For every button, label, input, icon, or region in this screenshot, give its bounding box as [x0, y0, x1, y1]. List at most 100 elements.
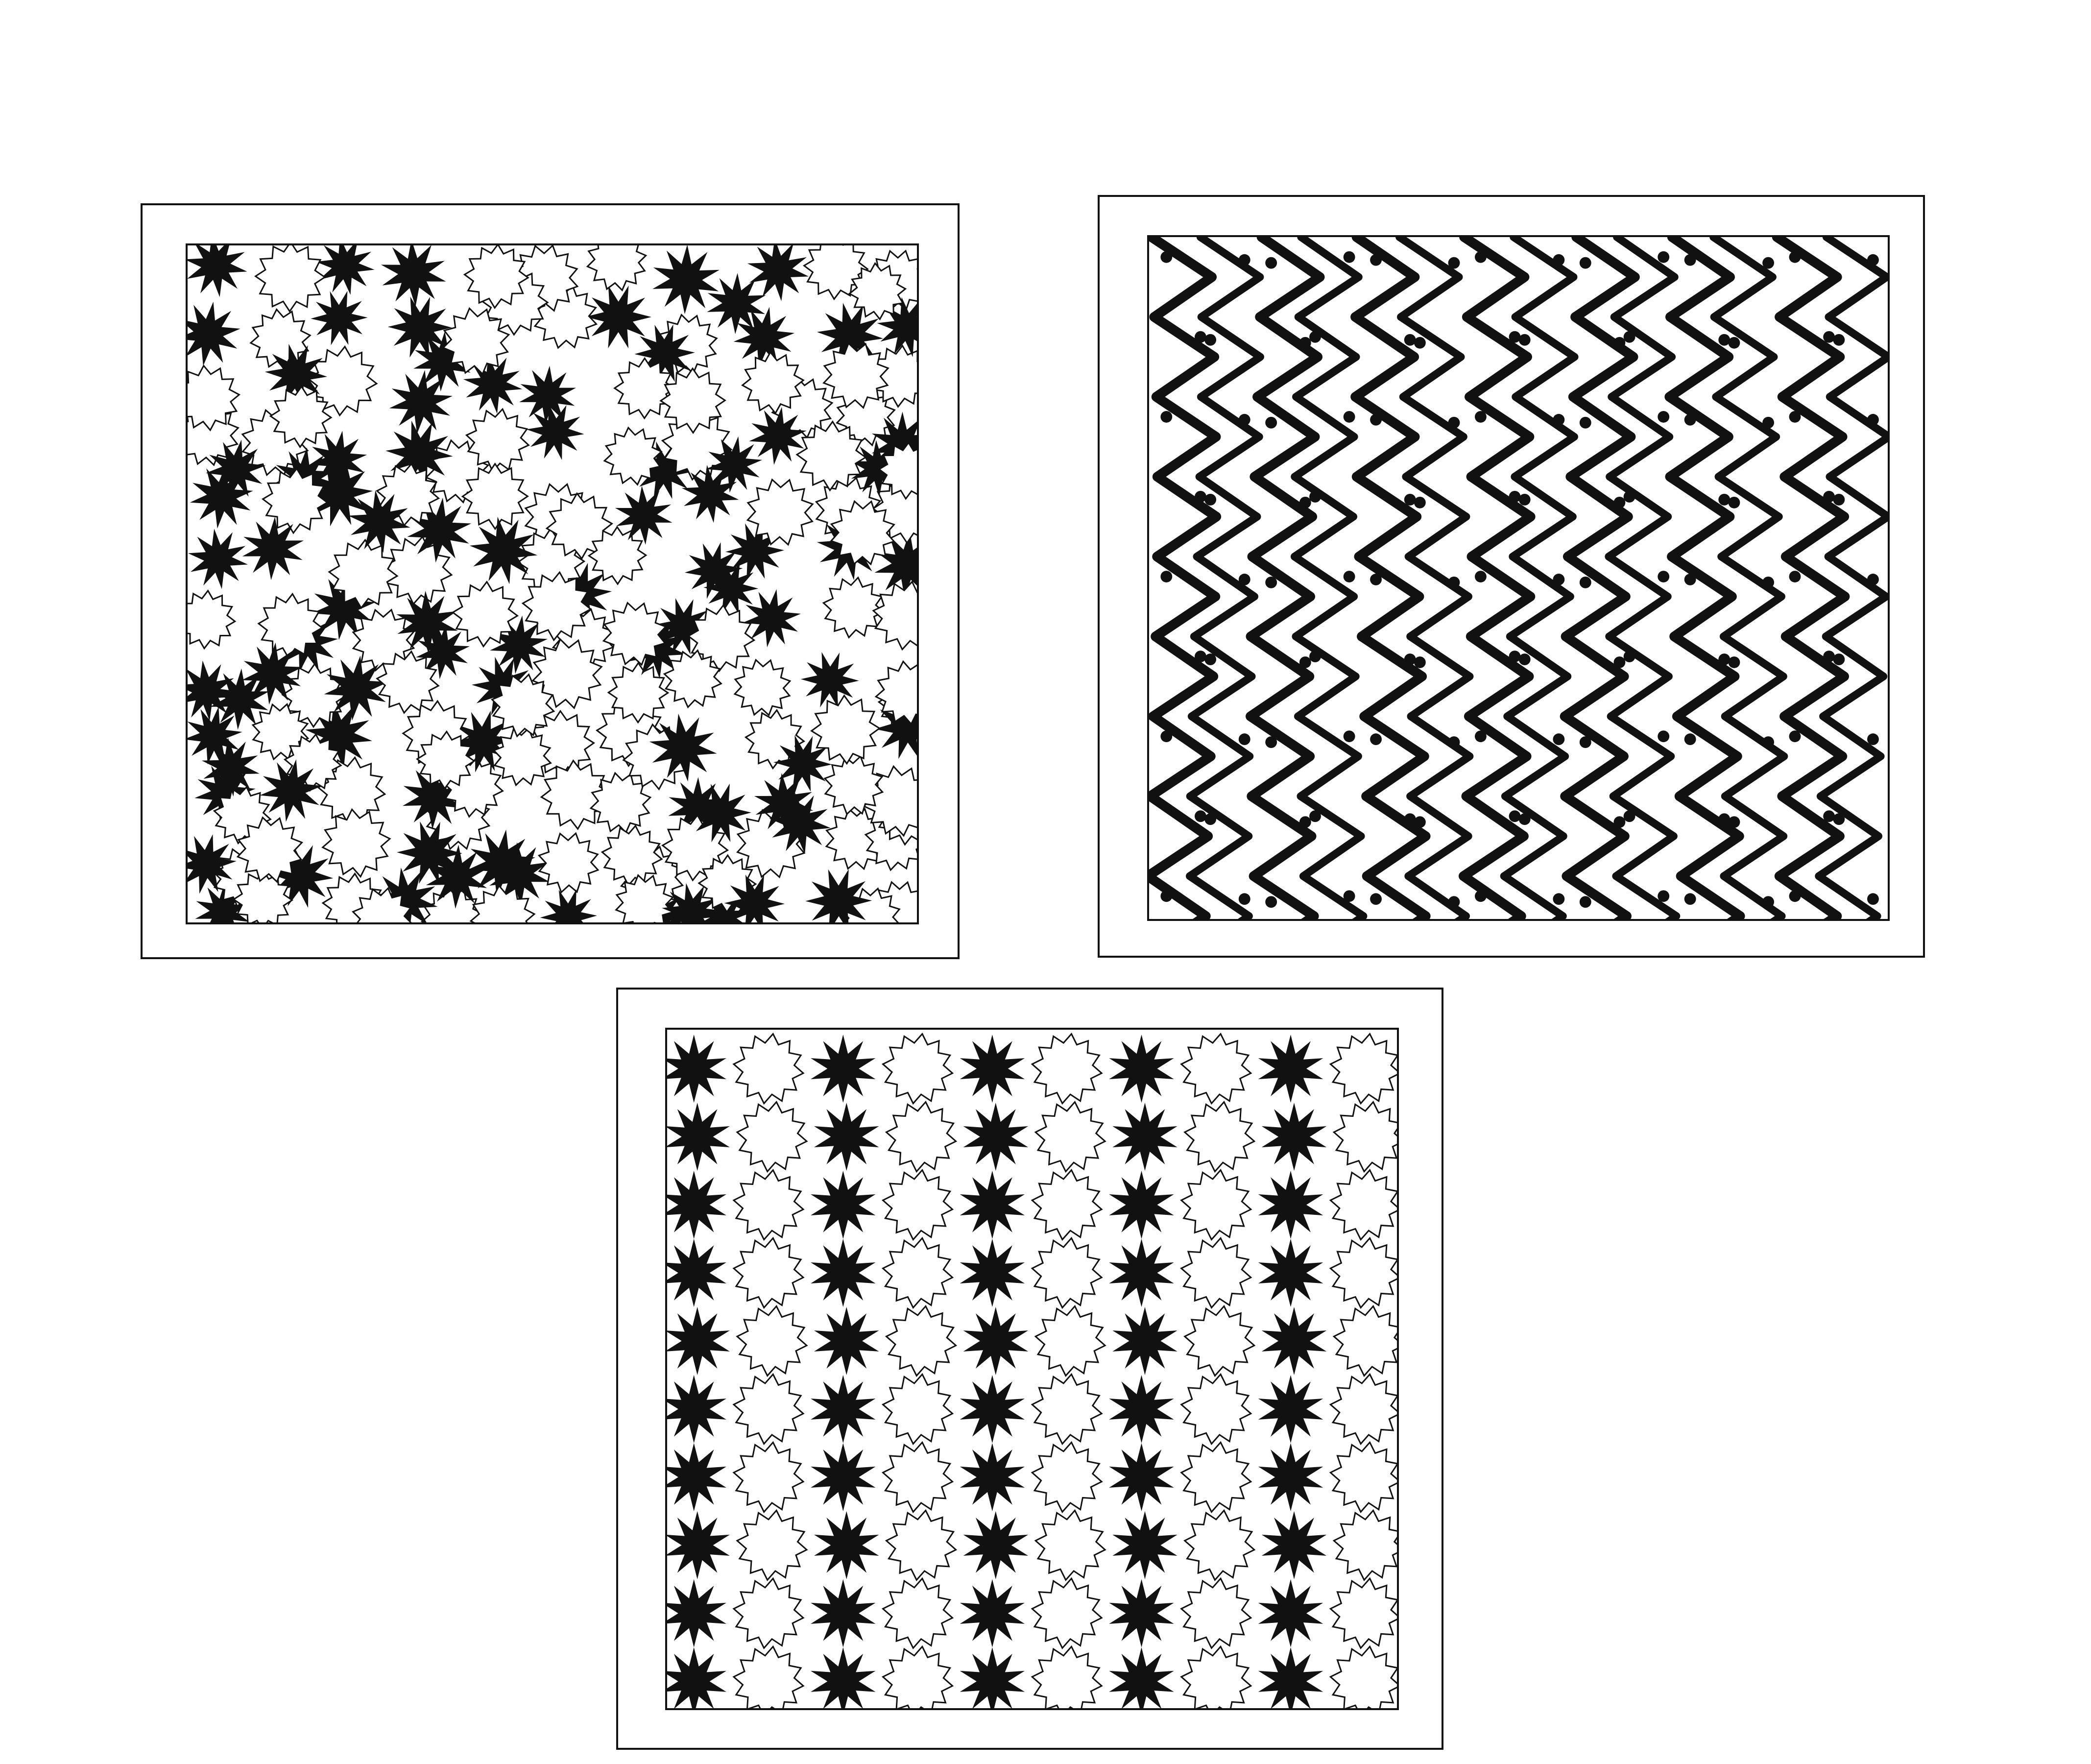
zigzag-knot: [1623, 651, 1635, 663]
grid-outline-star-icon: [1031, 1032, 1103, 1105]
black-star-icon: [467, 829, 535, 898]
grid-black-star-icon: [667, 1579, 726, 1647]
grid-black-star-icon: [963, 1306, 1029, 1376]
grid-outline-star-icon: [1180, 1645, 1252, 1708]
black-star-icon: [348, 490, 410, 553]
grid-outline-star-icon: [881, 1236, 954, 1309]
grid-black-star-icon: [667, 1102, 730, 1171]
grid-outline-star-icon: [1031, 1441, 1103, 1514]
zigzag-knot: [1823, 331, 1835, 343]
outline-star-icon: [351, 887, 412, 922]
outline-star-icon: [269, 385, 333, 449]
zigzag-knot: [1299, 656, 1311, 668]
zigzag-weave-frame: [1147, 235, 1890, 921]
zigzag-knot: [1684, 574, 1696, 585]
outline-star-icon: [236, 816, 304, 883]
zigzag-knot: [1623, 331, 1635, 343]
zigzag-knot: [1579, 577, 1591, 588]
zigzag-line: [1246, 237, 1325, 919]
zigzag-knot: [1370, 733, 1382, 746]
zigzag-line: [1186, 237, 1264, 919]
black-star-icon: [188, 301, 240, 366]
black-star-icon: [743, 589, 801, 648]
grid-black-star-icon: [960, 1034, 1025, 1103]
zigzag-knot: [1623, 491, 1635, 503]
grid-black-star-icon: [1261, 1102, 1327, 1171]
outline-star-icon: [878, 441, 917, 500]
black-star-icon: [705, 436, 763, 493]
outline-star-icon: [416, 730, 476, 790]
outline-star-icon: [615, 874, 674, 922]
grid-outline-star-icon: [736, 1100, 808, 1173]
black-star-icon: [389, 370, 453, 435]
grid-outline-star-icon: [1034, 1305, 1106, 1377]
outline-star-icon: [521, 571, 592, 642]
zigzag-knot: [1370, 893, 1382, 905]
black-star-icon: [407, 497, 472, 563]
black-star-icon: [309, 431, 367, 489]
zigzag-knot: [1414, 656, 1426, 668]
zigzag-knot: [1762, 577, 1775, 588]
outline-star-icon: [746, 478, 814, 546]
zigzag-knot: [1343, 411, 1355, 423]
outline-star-icon: [321, 808, 391, 878]
black-star-icon: [649, 713, 717, 782]
zigzag-knot: [1204, 493, 1217, 506]
black-star-icon: [754, 773, 814, 834]
grid-black-star-icon: [811, 1579, 876, 1647]
grid-black-star-icon: [963, 1511, 1029, 1579]
zigzag-knot: [1613, 656, 1626, 668]
zigzag-knot: [1309, 491, 1321, 503]
scattered-stars-frame: [186, 243, 919, 924]
black-star-icon: [805, 869, 872, 922]
zigzag-knot: [1343, 571, 1355, 582]
zigzag-knot: [1728, 656, 1740, 668]
star-grid-canvas: [667, 1032, 1397, 1708]
zigzag-knot: [1867, 733, 1879, 746]
black-star-icon: [210, 668, 269, 730]
black-star-icon: [724, 874, 785, 922]
black-star-icon: [540, 889, 597, 922]
zigzag-knot: [1370, 254, 1382, 266]
grid-outline-star-icon: [1332, 1509, 1397, 1581]
grid-black-star-icon: [1112, 1102, 1178, 1171]
zigzag-knot: [1238, 733, 1250, 746]
zigzag-knot: [1204, 653, 1217, 665]
scattered-stars-panel: [141, 203, 960, 959]
outline-star-icon: [589, 772, 652, 834]
zigzag-knot: [1833, 813, 1845, 825]
zigzag-line: [1709, 237, 1788, 919]
star-grid-frame: [665, 1028, 1399, 1710]
zigzag-knot: [1684, 893, 1696, 905]
grid-black-star-icon: [1258, 1170, 1323, 1239]
grid-outline-star-icon: [1034, 1100, 1106, 1173]
grid-outline-star-icon: [1180, 1032, 1252, 1105]
zigzag-knot: [1762, 896, 1775, 908]
zigzag-knot: [1299, 337, 1311, 349]
black-star-icon: [242, 516, 304, 580]
zigzag-knot: [1728, 496, 1740, 508]
zigzag-knot: [1553, 254, 1565, 266]
outline-star-icon: [586, 245, 648, 292]
zigzag-knot: [1448, 416, 1460, 429]
black-star-icon: [469, 516, 538, 584]
zigzag-knot: [1299, 816, 1311, 828]
outline-star-icon: [463, 245, 529, 310]
black-star-icon: [800, 652, 859, 708]
grid-black-star-icon: [667, 1647, 726, 1708]
zigzag-knot: [1833, 493, 1845, 506]
black-star-icon: [260, 759, 323, 822]
zigzag-weave-canvas: [1149, 237, 1888, 919]
grid-outline-star-icon: [1329, 1373, 1397, 1446]
zigzag-knot: [1265, 577, 1277, 588]
zigzag-knot: [1658, 890, 1670, 902]
outline-star-icon: [249, 308, 312, 370]
black-star-icon: [747, 245, 809, 301]
black-star-icon: [397, 821, 462, 884]
zigzag-knot: [1789, 730, 1801, 743]
zigzag-line: [1290, 237, 1368, 919]
zigzag-line: [1772, 237, 1850, 919]
zigzag-knot: [1789, 571, 1801, 582]
grid-outline-star-icon: [1031, 1168, 1103, 1241]
grid-black-star-icon: [667, 1238, 726, 1307]
